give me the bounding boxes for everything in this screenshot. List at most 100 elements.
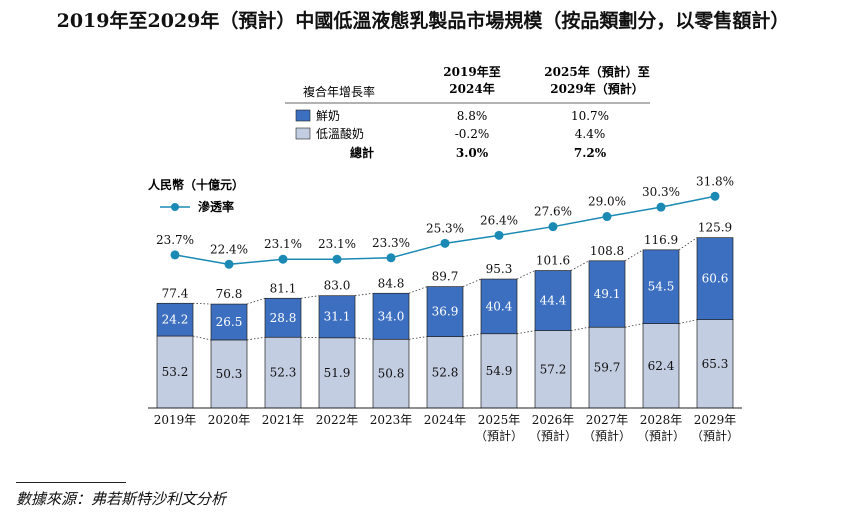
line-data-label: 22.4% — [210, 242, 248, 256]
data-label-total: 108.8 — [590, 244, 624, 258]
chart-canvas: 複合年增長率 2019年至 2024年 2025年（預計）至 2029年（預計）… — [148, 64, 742, 443]
data-label-yogurt: 52.8 — [432, 365, 459, 379]
data-label-fresh-milk: 49.1 — [594, 287, 621, 301]
line-point — [602, 212, 612, 222]
line-data-label: 27.6% — [534, 205, 572, 219]
x-tick-label: 2024年 — [424, 413, 467, 427]
connector-total — [462, 278, 482, 288]
x-tick-label: （預計） — [637, 428, 685, 443]
cagr-row-label-total: 總計 — [350, 145, 374, 160]
source-note: 數據來源：弗若斯特沙利文分析 — [16, 490, 227, 508]
data-label-fresh-milk: 24.2 — [162, 313, 189, 327]
bar-yogurt — [642, 323, 680, 409]
data-label-total: 84.8 — [378, 276, 405, 290]
line-point — [386, 253, 396, 263]
bar-fresh-milk — [588, 260, 626, 328]
bar-yogurt — [480, 333, 518, 409]
connector-yogurt — [516, 330, 536, 335]
data-label-total: 125.9 — [698, 221, 732, 235]
bar-yogurt — [372, 338, 410, 409]
x-tick-label: 2028年 — [640, 413, 683, 427]
line-point — [332, 254, 342, 264]
data-label-yogurt: 52.3 — [270, 366, 297, 380]
bar-yogurt — [264, 336, 302, 409]
bar-fresh-milk — [696, 237, 734, 320]
data-label-yogurt: 50.3 — [216, 367, 243, 381]
cagr-row-yogurt-v2: 4.4% — [575, 127, 606, 141]
data-label-fresh-milk: 54.5 — [648, 280, 675, 294]
source-divider — [16, 482, 126, 483]
data-label-yogurt: 51.9 — [324, 366, 351, 380]
bar-fresh-milk — [156, 302, 194, 337]
data-label-total: 76.8 — [216, 287, 243, 301]
x-tick-label: 2021年 — [262, 413, 305, 427]
chart-title: 2019年至2029年（預計）中國低溫液態乳製品市場規模（按品類劃分，以零售額計… — [56, 10, 790, 32]
data-label-fresh-milk: 44.4 — [540, 294, 567, 308]
cagr-row-label-yogurt: 低溫酸奶 — [316, 126, 364, 141]
bar-fresh-milk — [318, 295, 356, 339]
bar-fresh-milk — [264, 297, 302, 338]
connector-total — [192, 302, 212, 305]
cagr-row-total-v1: 3.0% — [456, 146, 489, 160]
line-data-label: 23.3% — [372, 236, 410, 250]
cagr-header-label: 複合年增長率 — [303, 84, 375, 99]
bar-yogurt — [696, 319, 734, 409]
data-label-yogurt: 50.8 — [378, 367, 405, 381]
data-label-yogurt: 59.7 — [594, 361, 621, 375]
line-data-label: 23.1% — [318, 237, 356, 251]
x-tick-label: 2022年 — [316, 413, 359, 427]
data-label-fresh-milk: 26.5 — [216, 315, 243, 329]
line-point — [548, 222, 558, 232]
connector-total — [300, 295, 320, 299]
line-data-label: 26.4% — [480, 213, 518, 227]
x-tick-label: 2023年 — [370, 413, 413, 427]
data-label-total: 116.9 — [644, 233, 678, 247]
data-label-fresh-milk: 36.9 — [432, 305, 459, 319]
x-tick-label: 2019年 — [154, 413, 197, 427]
data-label-total: 89.7 — [432, 270, 459, 284]
bar-fresh-milk — [426, 286, 464, 337]
data-label-fresh-milk: 31.1 — [324, 310, 351, 324]
line-data-label: 31.8% — [696, 174, 734, 188]
bar-yogurt — [426, 336, 464, 409]
line-data-label: 23.7% — [156, 233, 194, 247]
data-label-total: 83.0 — [324, 279, 351, 293]
data-label-total: 95.3 — [486, 262, 513, 276]
connector-total — [408, 286, 428, 294]
bar-fresh-milk — [534, 270, 572, 331]
cagr-row-fresh-milk-v1: 8.8% — [457, 109, 488, 123]
connector-yogurt — [300, 336, 320, 339]
cagr-row-fresh-milk-v2: 10.7% — [571, 109, 609, 123]
data-label-yogurt: 54.9 — [486, 364, 513, 378]
data-label-fresh-milk: 40.4 — [486, 299, 513, 313]
cagr-col2-line2: 2029年（預計） — [550, 81, 643, 96]
x-tick-label: 2025年 — [478, 413, 521, 427]
data-label-total: 81.1 — [270, 281, 297, 295]
cagr-row-total-v2: 7.2% — [574, 146, 607, 160]
data-label-yogurt: 53.2 — [162, 365, 189, 379]
line-legend-label: 滲透率 — [198, 199, 234, 214]
x-tick-label: 2027年 — [586, 413, 629, 427]
x-tick-label: （預計） — [583, 428, 631, 443]
data-label-yogurt: 65.3 — [702, 357, 729, 371]
x-tick-label: 2029年 — [694, 413, 737, 427]
bar-fresh-milk — [210, 303, 248, 341]
connector-total — [246, 297, 266, 305]
connector-yogurt — [678, 319, 698, 324]
bar-fresh-milk — [372, 292, 410, 340]
line-legend: 滲透率 — [160, 199, 234, 214]
connector-yogurt — [624, 323, 644, 328]
line-point — [494, 230, 504, 240]
connector-yogurt — [570, 326, 590, 332]
y-axis-unit-label: 人民幣（十億元） — [148, 177, 244, 192]
x-tick-label: 2026年 — [532, 413, 575, 427]
line-point — [170, 250, 180, 260]
cagr-col2-line1: 2025年（預計）至 — [544, 64, 649, 79]
connector-yogurt — [246, 336, 266, 341]
line-data-label: 30.3% — [642, 185, 680, 199]
x-tick-label: 2020年 — [208, 413, 251, 427]
line-point — [440, 238, 450, 248]
line-data-label: 25.3% — [426, 221, 464, 235]
legend-swatch-fresh-milk — [295, 109, 311, 122]
x-tick-label: （預計） — [475, 428, 523, 443]
